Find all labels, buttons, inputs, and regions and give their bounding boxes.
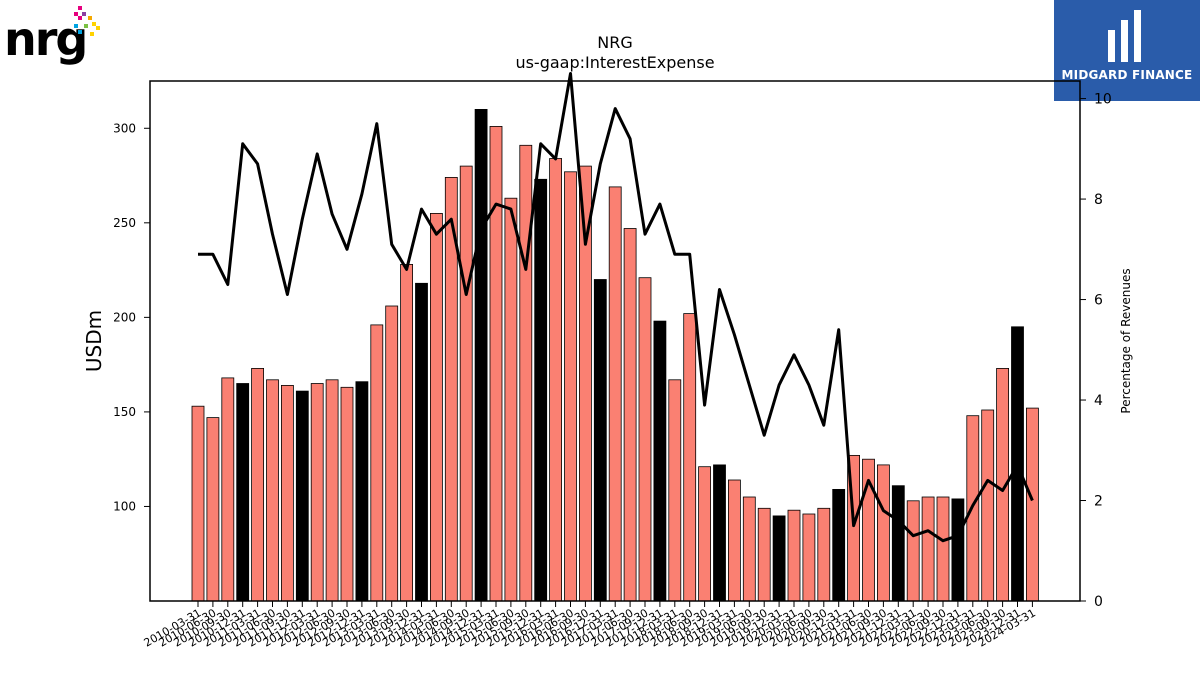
bar-2016-12-31 [593, 279, 607, 602]
bar-2018-12-31 [713, 464, 726, 602]
bar-2018-03-31 [668, 379, 682, 602]
y2-tick-label: 4 [1094, 393, 1103, 409]
y-tick-label: 200 [113, 310, 136, 324]
nrg-sparkle-icon [74, 6, 100, 36]
bar-2012-09-30 [340, 386, 354, 602]
bar-2019-09-30 [757, 507, 771, 602]
bar-2013-09-30 [400, 263, 414, 602]
bar-2012-03-31 [310, 383, 324, 602]
y2-axis-label: Percentage of Revenues [1119, 268, 1133, 413]
bar-2017-03-31 [608, 186, 622, 602]
bar-2019-03-31 [728, 479, 741, 602]
bar-2013-06-30 [385, 305, 399, 602]
y2-tick-label: 6 [1094, 293, 1103, 309]
bar-2011-03-31 [251, 367, 265, 602]
bar-2020-09-30 [817, 507, 831, 602]
y-axis-label: USDm [82, 310, 106, 372]
y-tick-label: 100 [113, 499, 136, 513]
y-tick-label: 250 [113, 216, 136, 230]
bar-2021-09-30 [877, 464, 890, 602]
bar-2022-06-30 [921, 496, 935, 602]
bar-2014-12-31 [474, 109, 488, 602]
y2-tick-label: 2 [1094, 494, 1103, 510]
bar-2014-09-30 [459, 165, 473, 602]
midgard-finance-logo: MIDGARD FINANCE [1054, 0, 1200, 101]
bar-2020-03-31 [787, 509, 801, 602]
bar-2019-06-30 [742, 496, 756, 602]
bar-2013-12-31 [415, 282, 428, 602]
nrg-wordmark: nrg [4, 12, 88, 66]
nrg-logo: nrg [4, 4, 104, 74]
chart-subtitle: us-gaap:InterestExpense [515, 53, 714, 72]
bar-2010-06-30 [206, 417, 220, 602]
y-tick-label: 150 [113, 405, 136, 419]
bar-2024-03-31 [1026, 407, 1039, 602]
bar-2014-03-31 [429, 212, 443, 602]
bar-2015-03-31 [489, 126, 503, 602]
bar-2020-06-30 [802, 513, 816, 602]
bar-2016-06-30 [564, 171, 577, 602]
bar-2013-03-31 [370, 324, 384, 602]
bar-2019-12-31 [772, 515, 786, 602]
bar-2015-09-30 [519, 144, 533, 602]
bar-2018-06-30 [683, 313, 697, 602]
bar-2016-03-31 [549, 158, 562, 602]
bar-2012-12-31 [355, 381, 369, 602]
bar-2017-06-30 [623, 228, 637, 602]
bar-2022-12-31 [951, 498, 965, 602]
bar-2011-09-30 [280, 384, 294, 602]
bar-2010-12-31 [236, 383, 250, 602]
bar-2021-12-31 [891, 485, 905, 602]
bar-2020-12-31 [832, 488, 846, 602]
bar-2017-12-31 [653, 320, 667, 602]
y-tick-label: 300 [113, 121, 136, 135]
bar-2011-06-30 [266, 379, 279, 602]
bar-2012-06-30 [325, 379, 339, 602]
chart-title: NRG [597, 33, 632, 52]
bar-2010-03-31 [191, 405, 205, 602]
y2-tick-label: 10 [1094, 92, 1112, 108]
bar-2010-09-30 [221, 377, 235, 602]
bar-2022-09-30 [936, 496, 950, 602]
bar-2017-09-30 [638, 277, 652, 602]
bar-2018-09-30 [698, 466, 711, 602]
y2-tick-label: 0 [1094, 594, 1103, 610]
bar-2015-06-30 [504, 197, 518, 602]
y2-tick-label: 8 [1094, 192, 1103, 208]
midgard-emblem-icon [1108, 10, 1141, 62]
bar-2011-12-31 [295, 390, 309, 602]
bar-2022-03-31 [906, 500, 920, 602]
bar-2023-06-30 [981, 409, 995, 602]
midgard-finance-name: MIDGARD FINANCE [1061, 68, 1193, 82]
bar-2015-12-31 [534, 178, 548, 602]
